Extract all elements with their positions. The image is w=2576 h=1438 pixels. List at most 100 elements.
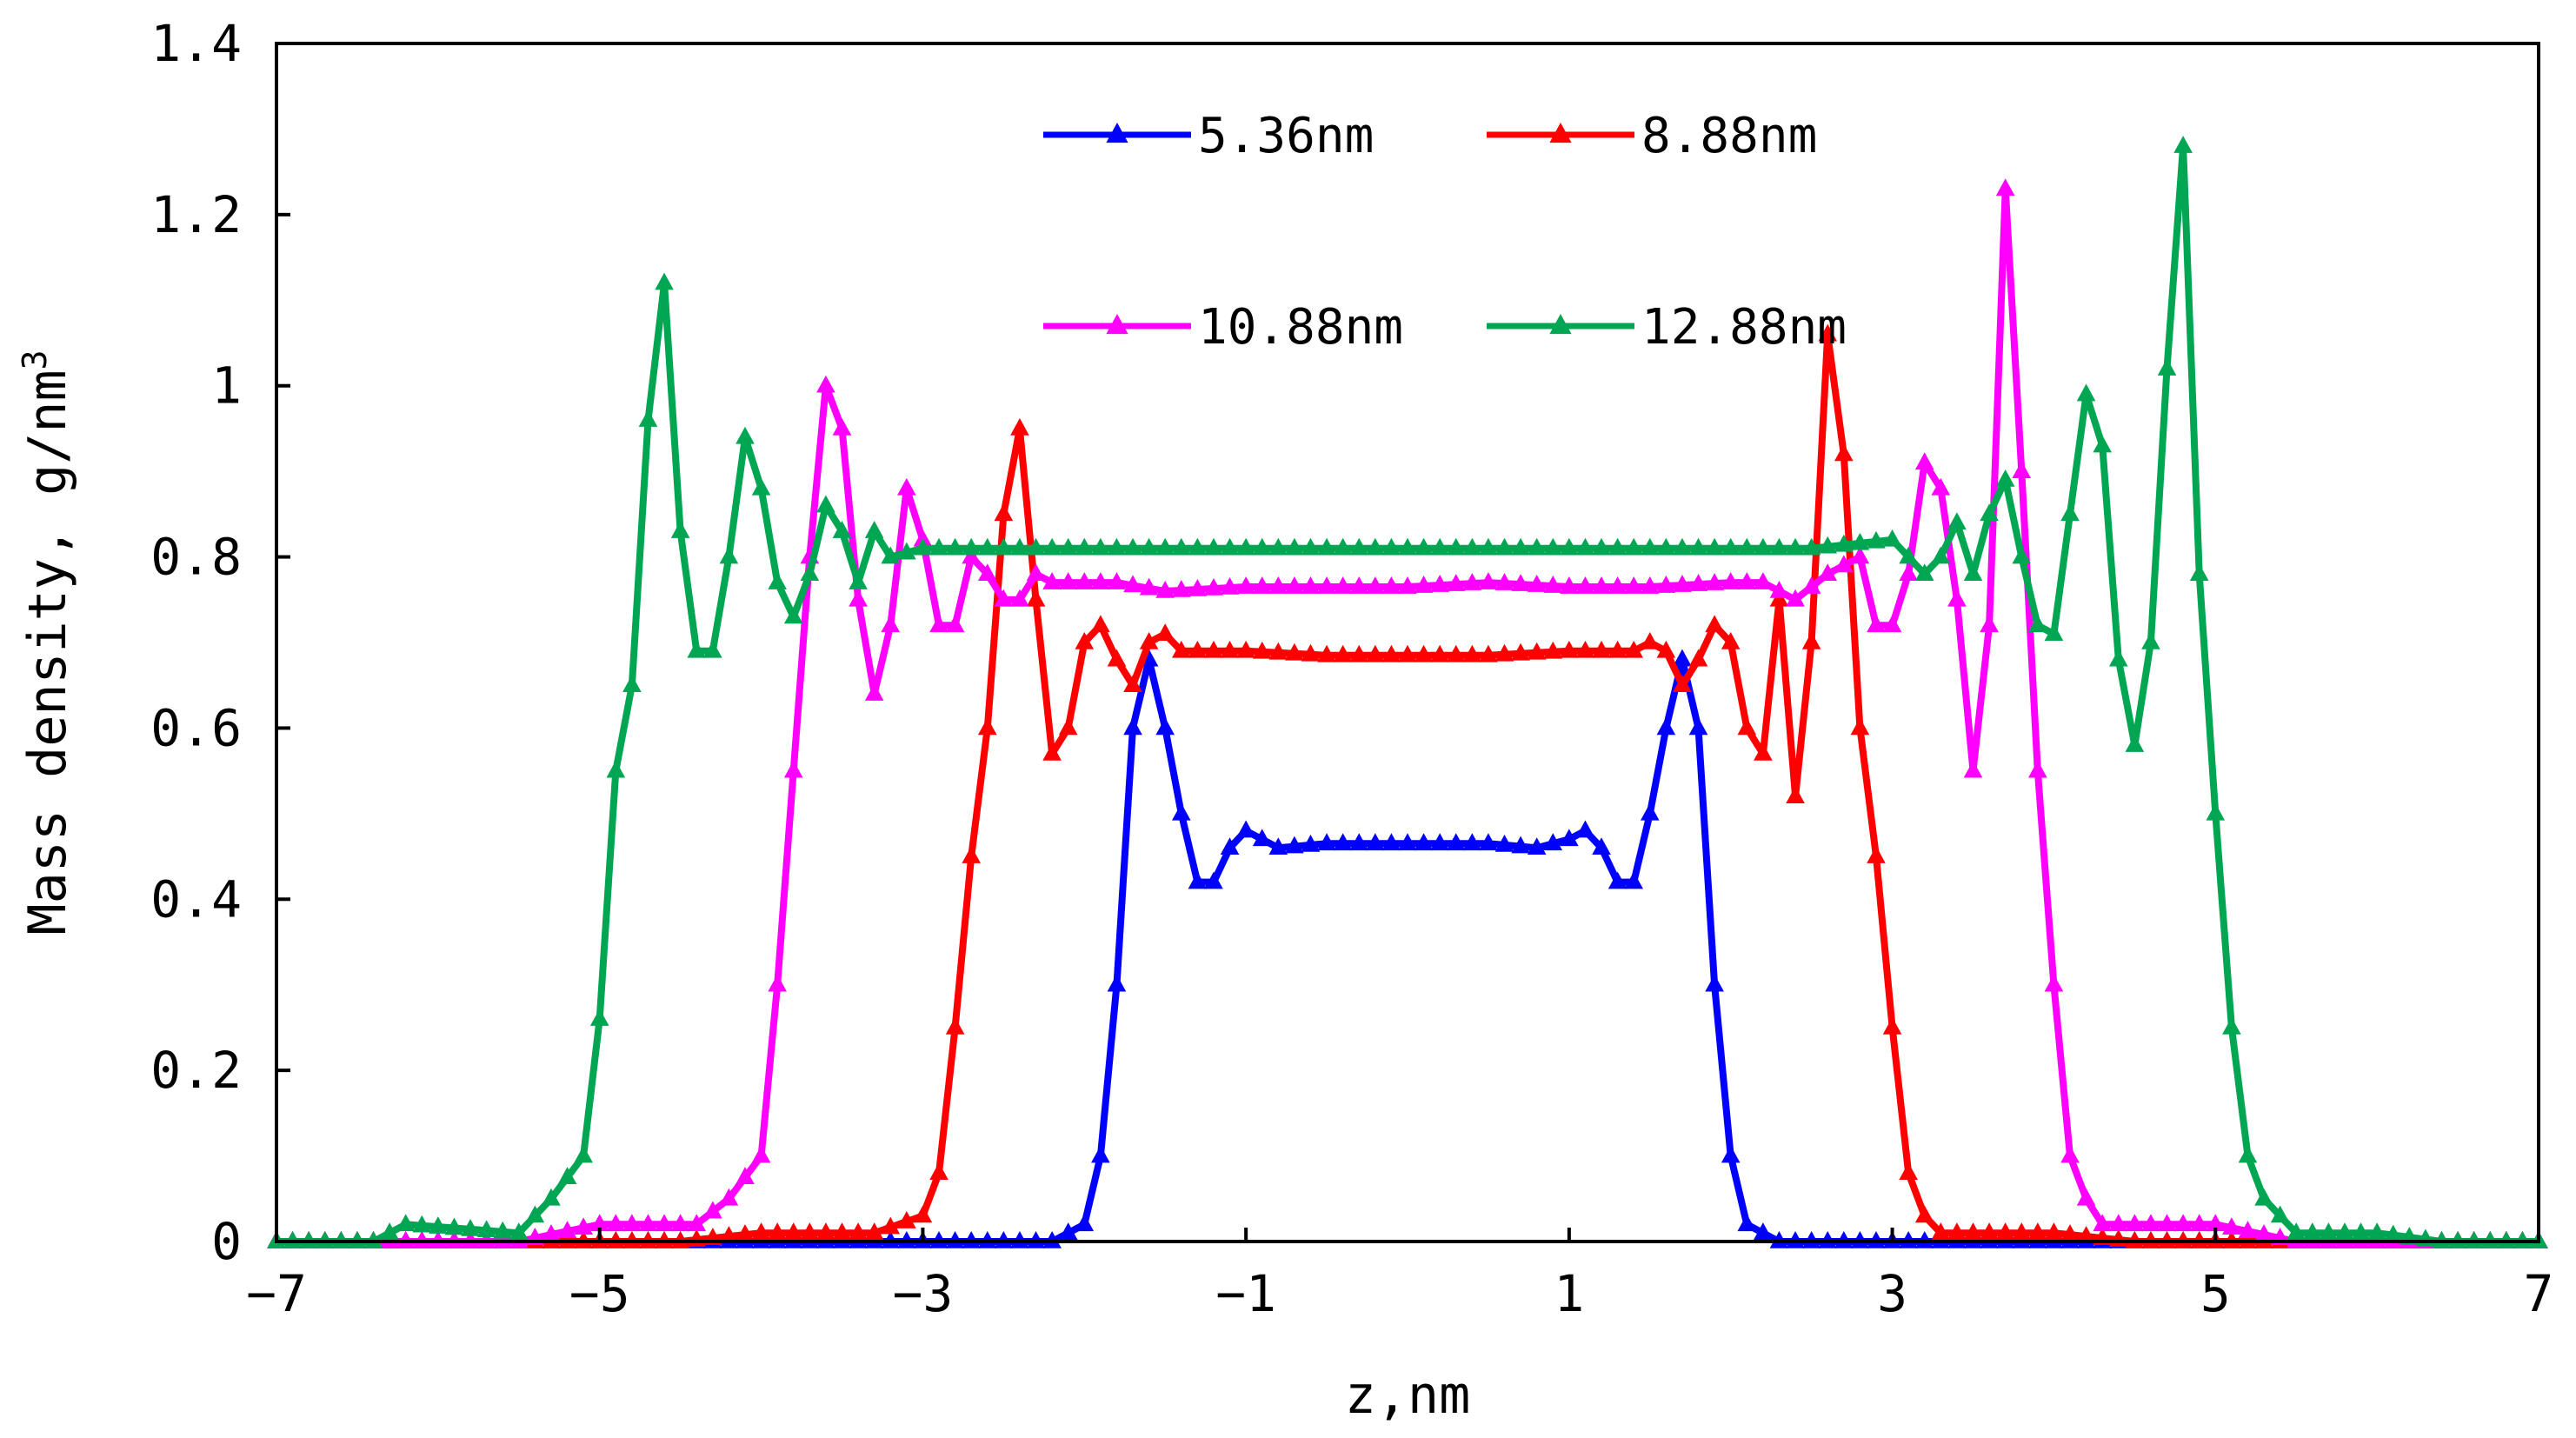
data-point-10-88nm bbox=[1705, 573, 1724, 590]
legend-marker-12-88nm bbox=[1549, 314, 1572, 335]
data-point-8-88nm bbox=[945, 1016, 965, 1035]
data-point-12-88nm bbox=[719, 546, 739, 564]
data-point-8-88nm bbox=[1624, 640, 1643, 658]
data-point-8-88nm bbox=[1737, 717, 1757, 736]
data-point-12-88nm bbox=[2141, 632, 2160, 649]
data-point-12-88nm bbox=[2254, 1188, 2273, 1206]
data-point-8-88nm bbox=[557, 1231, 577, 1248]
data-point-12-88nm bbox=[2157, 358, 2177, 376]
data-point-8-88nm bbox=[1931, 1222, 1951, 1240]
data-point-5-36nm bbox=[1301, 834, 1321, 852]
data-point-10-88nm bbox=[994, 589, 1014, 607]
data-point-10-88nm bbox=[1818, 563, 1838, 582]
data-point-5-36nm bbox=[1204, 871, 1223, 889]
data-point-12-88nm bbox=[1479, 537, 1498, 556]
data-point-12-88nm bbox=[493, 1221, 512, 1239]
data-point-5-36nm bbox=[1688, 717, 1708, 736]
data-point-5-36nm bbox=[1608, 871, 1627, 889]
data-point-12-88nm bbox=[897, 542, 916, 560]
data-point-10-88nm bbox=[2254, 1224, 2273, 1242]
data-point-10-88nm bbox=[1754, 572, 1773, 589]
x-tick-label: −1 bbox=[1215, 1264, 1276, 1323]
data-point-12-88nm bbox=[1527, 537, 1547, 556]
data-point-12-88nm bbox=[283, 1231, 303, 1248]
data-point-12-88nm bbox=[1026, 537, 1046, 556]
data-point-12-88nm bbox=[606, 760, 626, 778]
data-point-8-88nm bbox=[1398, 644, 1417, 662]
data-point-12-88nm bbox=[783, 606, 803, 624]
y-tick-label: 1 bbox=[211, 356, 242, 416]
data-point-8-88nm bbox=[1349, 644, 1369, 662]
data-point-8-88nm bbox=[1640, 632, 1660, 649]
data-point-10-88nm bbox=[2173, 1214, 2193, 1232]
data-point-5-36nm bbox=[1656, 717, 1676, 736]
data-point-10-88nm bbox=[493, 1231, 512, 1248]
data-point-12-88nm bbox=[1834, 534, 1854, 552]
data-point-12-88nm bbox=[557, 1167, 577, 1184]
data-point-10-88nm bbox=[1123, 575, 1142, 593]
legend-label-12-88nm: 12.88nm bbox=[1641, 299, 1847, 356]
data-point-10-88nm bbox=[1155, 580, 1175, 598]
data-point-8-88nm bbox=[897, 1211, 916, 1228]
data-point-10-88nm bbox=[2060, 1145, 2080, 1163]
data-point-12-88nm bbox=[315, 1231, 335, 1248]
data-point-5-36nm bbox=[1042, 1231, 1062, 1248]
data-point-10-88nm bbox=[2028, 760, 2047, 778]
data-point-5-36nm bbox=[1462, 833, 1482, 851]
data-point-12-88nm bbox=[816, 495, 835, 513]
y-tick-label: 0.8 bbox=[150, 528, 242, 587]
legend-marker-8-88nm bbox=[1549, 123, 1572, 143]
data-point-12-88nm bbox=[1511, 537, 1530, 556]
data-point-12-88nm bbox=[2367, 1222, 2386, 1240]
legend-item-5-36nm: 5.36nm bbox=[1043, 108, 1374, 164]
data-point-8-88nm bbox=[1995, 1222, 2015, 1240]
y-axis-title-superscript: 3 bbox=[16, 350, 54, 369]
data-point-12-88nm bbox=[1980, 503, 1999, 522]
data-point-10-88nm bbox=[574, 1217, 593, 1235]
data-point-10-88nm bbox=[1980, 615, 1999, 633]
data-point-12-88nm bbox=[1236, 537, 1255, 556]
data-point-8-88nm bbox=[1721, 632, 1741, 649]
data-point-5-36nm bbox=[1737, 1214, 1757, 1232]
data-point-10-88nm bbox=[1640, 576, 1660, 594]
data-point-12-88nm bbox=[929, 537, 949, 556]
data-point-12-88nm bbox=[1091, 537, 1110, 556]
data-point-10-88nm bbox=[1801, 576, 1821, 594]
data-point-8-88nm bbox=[1220, 640, 1240, 658]
data-point-8-88nm bbox=[2125, 1231, 2145, 1248]
data-point-8-88nm bbox=[1333, 644, 1353, 662]
data-point-8-88nm bbox=[1882, 1016, 1902, 1035]
data-point-12-88nm bbox=[444, 1217, 464, 1235]
data-point-12-88nm bbox=[1381, 537, 1401, 556]
data-point-8-88nm bbox=[1575, 640, 1595, 658]
data-point-10-88nm bbox=[1899, 563, 1918, 582]
data-point-12-88nm bbox=[1494, 537, 1514, 556]
data-point-8-88nm bbox=[1608, 640, 1627, 658]
data-point-10-88nm bbox=[638, 1214, 658, 1232]
data-point-12-88nm bbox=[1914, 563, 1934, 582]
data-point-12-88nm bbox=[2286, 1222, 2306, 1240]
data-point-8-88nm bbox=[783, 1222, 803, 1240]
data-point-12-88nm bbox=[703, 640, 722, 658]
data-point-12-88nm bbox=[1349, 537, 1369, 556]
data-point-12-88nm bbox=[589, 1009, 609, 1026]
y-tick-label: 1.2 bbox=[150, 185, 242, 244]
data-point-5-36nm bbox=[1575, 820, 1595, 838]
data-point-10-88nm bbox=[1301, 576, 1321, 594]
x-tick-label: 5 bbox=[2200, 1264, 2231, 1323]
data-point-8-88nm bbox=[2238, 1231, 2258, 1248]
data-point-12-88nm bbox=[348, 1231, 367, 1248]
data-point-8-88nm bbox=[1430, 644, 1449, 662]
data-point-5-36nm bbox=[897, 1231, 916, 1248]
data-point-10-88nm bbox=[557, 1221, 577, 1238]
data-point-12-88nm bbox=[2044, 623, 2064, 641]
data-point-12-88nm bbox=[299, 1231, 318, 1248]
data-point-12-88nm bbox=[2383, 1224, 2403, 1242]
data-point-8-88nm bbox=[977, 717, 997, 736]
data-point-8-88nm bbox=[864, 1222, 884, 1240]
data-point-12-88nm bbox=[1769, 537, 1789, 556]
data-point-12-88nm bbox=[1624, 537, 1643, 556]
data-point-12-88nm bbox=[913, 537, 933, 556]
data-point-12-88nm bbox=[768, 572, 787, 589]
data-point-10-88nm bbox=[1867, 615, 1886, 633]
